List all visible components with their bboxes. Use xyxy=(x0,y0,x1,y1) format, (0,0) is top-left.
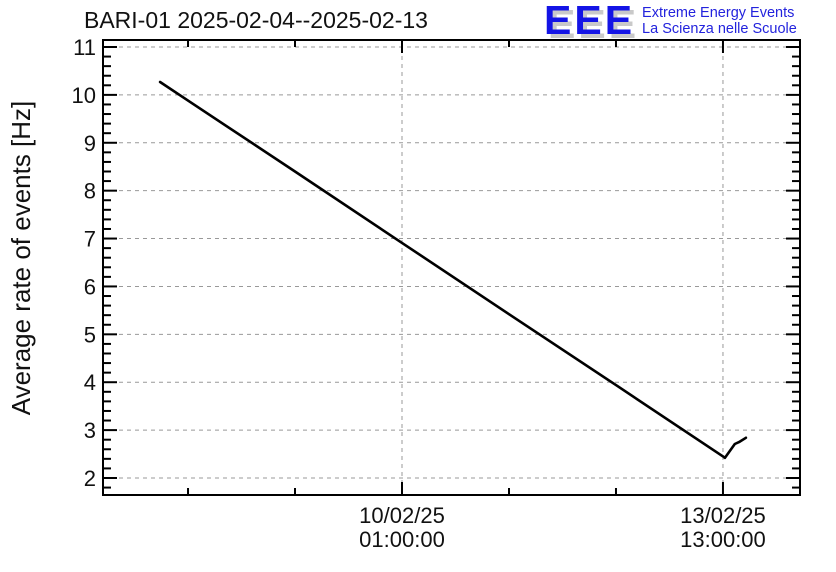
rate-line xyxy=(158,80,748,460)
y-tick-label: 5 xyxy=(84,322,96,347)
eee-logo-line1: Extreme Energy Events xyxy=(642,5,795,21)
y-tick-label: 10 xyxy=(72,83,96,108)
plot-frame xyxy=(102,39,801,496)
y-tick-label: 2 xyxy=(84,466,96,491)
y-axis-title: Average rate of events [Hz] xyxy=(6,100,36,416)
eee-logo: EEE Extreme Energy Events La Scienza nel… xyxy=(544,0,797,43)
gridlines xyxy=(103,40,800,495)
axis-ticks xyxy=(103,40,800,495)
x-tick-label-date: 10/02/25 xyxy=(359,503,445,528)
y-tick-label: 7 xyxy=(84,227,96,252)
x-tick-label-time: 13:00:00 xyxy=(680,527,766,552)
x-tick-label-time: 01:00:00 xyxy=(359,527,445,552)
eee-logo-line2: La Scienza nelle Scuole xyxy=(642,21,797,37)
y-tick-label: 9 xyxy=(84,131,96,156)
eee-logo-acronym: EEE xyxy=(544,0,636,43)
eee-logo-text: Extreme Energy Events La Scienza nelle S… xyxy=(642,2,797,37)
y-tick-label: 3 xyxy=(84,418,96,443)
y-tick-label: 4 xyxy=(84,370,96,395)
y-tick-label: 8 xyxy=(84,179,96,204)
x-tick-label-date: 13/02/25 xyxy=(680,503,766,528)
y-tick-label: 11 xyxy=(73,35,96,60)
chart-title: BARI-01 2025-02-04--2025-02-13 xyxy=(84,7,428,33)
y-tick-label: 6 xyxy=(84,274,96,299)
